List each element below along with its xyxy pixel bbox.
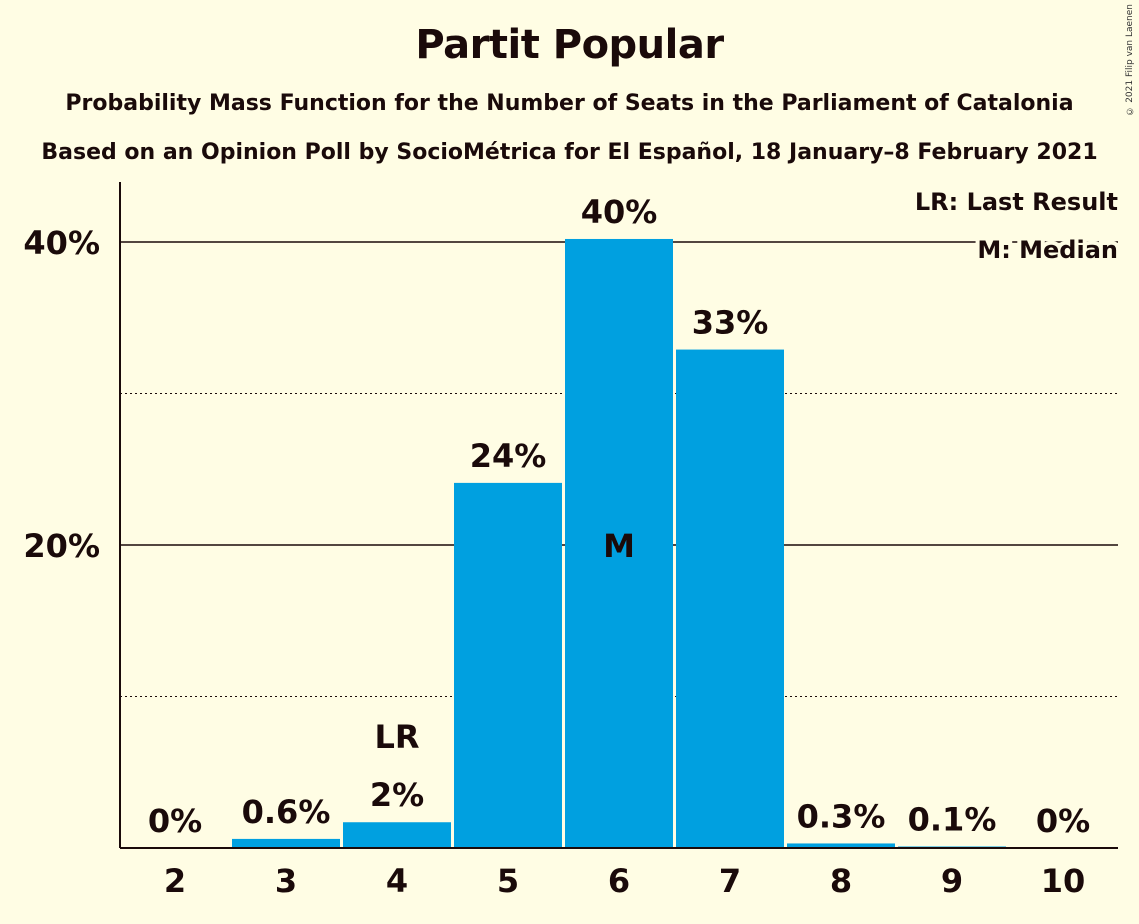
x-tick-label: 8 — [830, 862, 852, 900]
bar-value-label: 0.3% — [797, 797, 886, 835]
bar-3 — [232, 838, 340, 848]
bar-value-label: 0% — [148, 802, 202, 840]
bar-value-label: 0.6% — [242, 793, 331, 831]
bar-value-label: 0.1% — [908, 800, 997, 838]
bar-value-label: 24% — [470, 437, 547, 475]
bar-value-label: 2% — [370, 776, 424, 814]
chart-subtitle: Probability Mass Function for the Number… — [65, 91, 1074, 116]
x-tick-label: 6 — [608, 862, 630, 900]
bar-5 — [454, 482, 562, 848]
bar-8 — [787, 843, 895, 848]
x-tick-label: 9 — [941, 862, 963, 900]
x-tick-label: 5 — [497, 862, 519, 900]
legend-entry: M: Median — [977, 236, 1118, 264]
x-tick-label: 2 — [164, 862, 186, 900]
chart-title: Partit Popular — [415, 22, 724, 68]
x-tick-label: 7 — [719, 862, 741, 900]
bar-7 — [676, 349, 784, 848]
median-marker: M — [603, 527, 635, 565]
y-tick-label: 40% — [23, 224, 100, 262]
bar-value-label: 40% — [581, 193, 658, 231]
bar-value-label: 0% — [1036, 802, 1090, 840]
bar-value-label: 33% — [692, 304, 769, 342]
last-result-marker: LR — [374, 718, 419, 756]
bar-4 — [343, 822, 451, 848]
x-tick-label: 3 — [275, 862, 297, 900]
chart-subtitle-source: Based on an Opinion Poll by SocioMétrica… — [41, 140, 1098, 165]
x-tick-label: 10 — [1041, 862, 1086, 900]
legend-entry: LR: Last Result — [915, 188, 1118, 216]
bar-6 — [565, 238, 673, 849]
x-tick-label: 4 — [386, 862, 408, 900]
y-tick-label: 20% — [23, 527, 100, 565]
